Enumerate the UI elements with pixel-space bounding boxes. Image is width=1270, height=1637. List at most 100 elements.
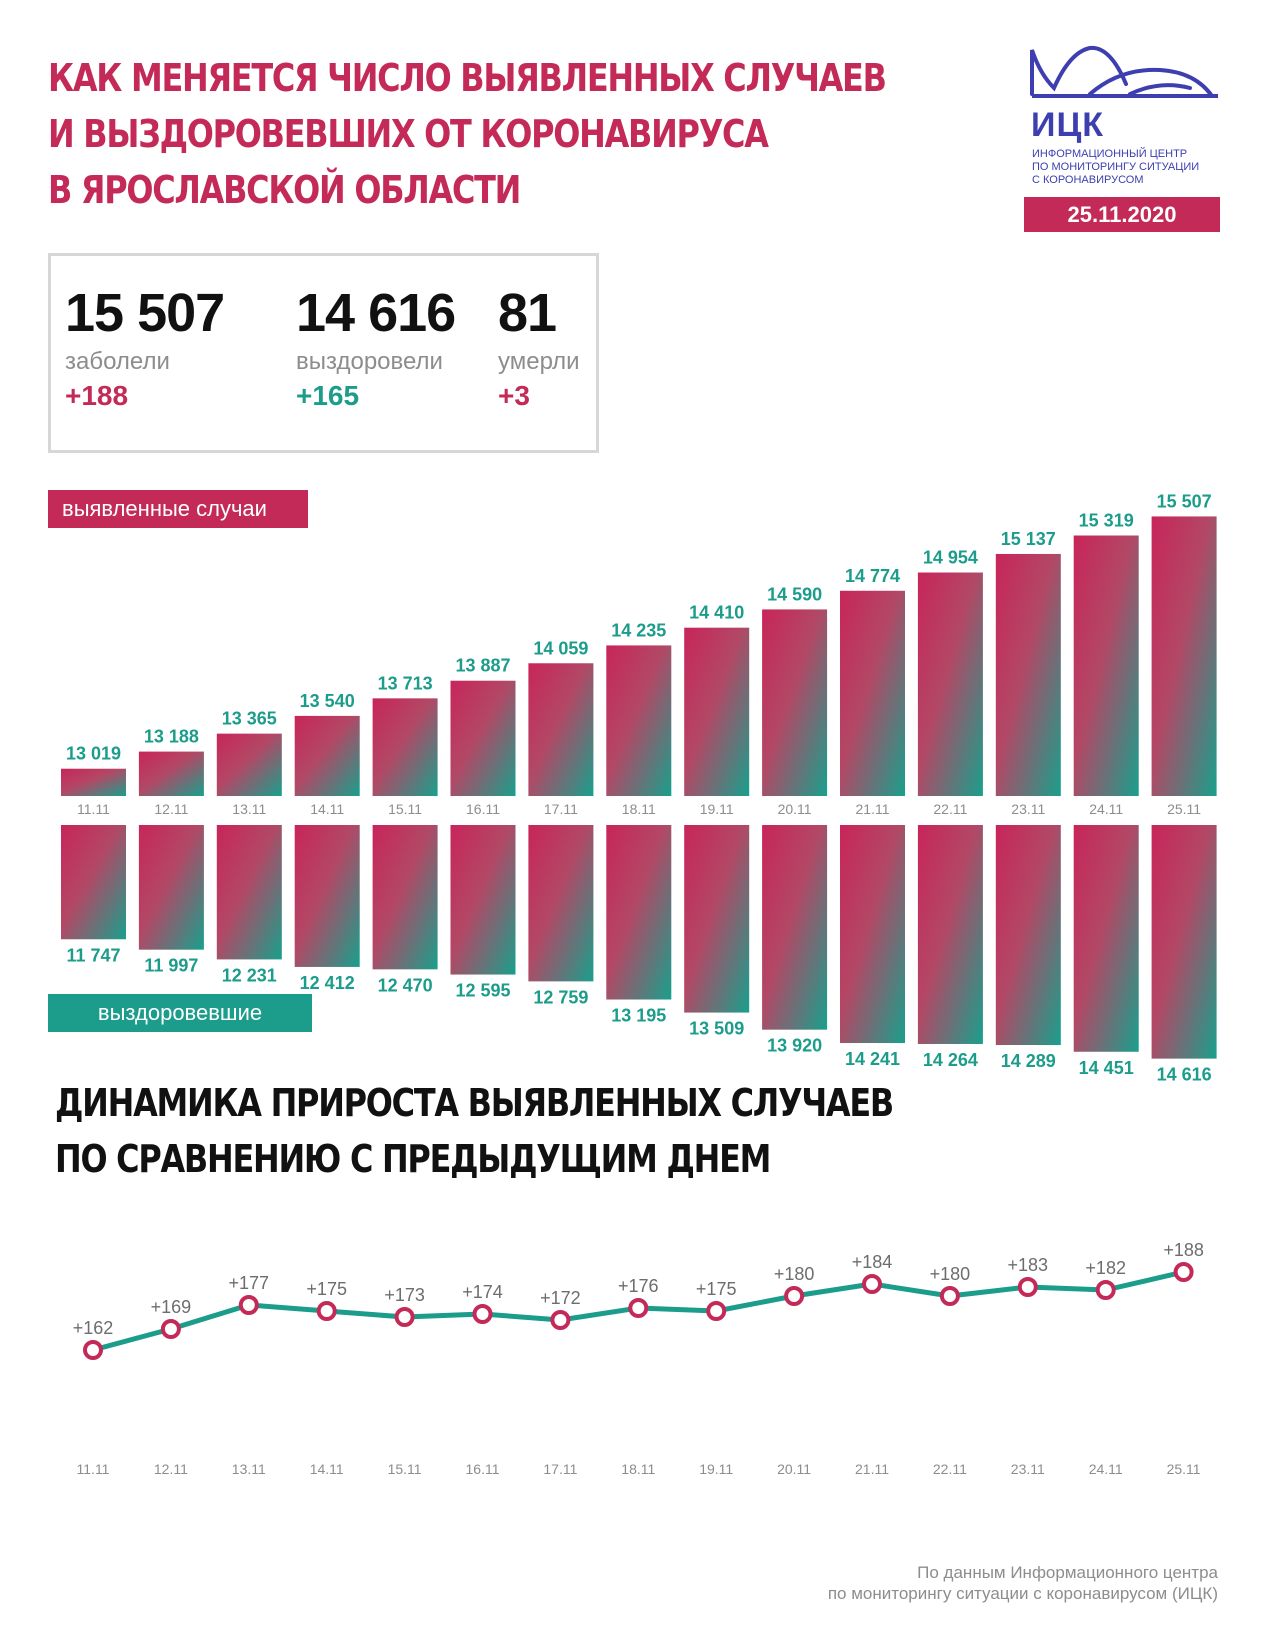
mountain-arc-logo-icon: [1030, 45, 1218, 98]
bar-date-tick: 23.11: [1011, 801, 1045, 817]
section2-title-line-2: ПО СРАВНЕНИЮ С ПРЕДЫДУЩИМ ДНЕМ: [55, 1137, 771, 1181]
recovered-bar-label: 12 595: [455, 981, 510, 1001]
increase-point: [1095, 1280, 1116, 1300]
line-date-tick: 12.11: [154, 1461, 188, 1477]
increase-label: +180: [930, 1264, 971, 1284]
cases-bar-label: 14 774: [845, 566, 900, 586]
line-date-tick: 19.11: [699, 1461, 733, 1477]
cases-bar-label: 13 365: [222, 709, 277, 729]
stat-infected: 15 507 заболели +188: [65, 282, 225, 412]
cases-bar: [1151, 516, 1217, 796]
stat-recovered-value: 14 616: [296, 283, 456, 343]
increase-label: +183: [1008, 1255, 1049, 1275]
bar-date-tick: 13.11: [232, 801, 266, 817]
recovered-bar-label: 12 759: [533, 987, 588, 1007]
line-date-tick: 24.11: [1089, 1461, 1123, 1477]
bar-date-tick: 15.11: [388, 801, 422, 817]
recovered-bar: [450, 825, 516, 975]
line-date-tick: 18.11: [621, 1461, 655, 1477]
cases-bar-label: 15 507: [1157, 491, 1212, 511]
recovered-bar-label: 11 747: [66, 945, 120, 965]
increase-label: +173: [384, 1285, 425, 1305]
line-date-tick: 22.11: [933, 1461, 967, 1477]
bar-date-tick: 20.11: [778, 801, 812, 817]
recovered-bar: [61, 825, 126, 940]
line-date-tick: 14.11: [310, 1461, 344, 1477]
logo-subtitle: ИНФОРМАЦИОННЫЙ ЦЕНТР ПО МОНИТОРИНГУ СИТУ…: [1032, 148, 1199, 187]
cases-bar-label: 13 019: [66, 744, 121, 764]
title-line-1: КАК МЕНЯЕТСЯ ЧИСЛО ВЫЯВЛЕННЫХ СЛУЧАЕВ: [48, 56, 887, 100]
increase-label: +176: [618, 1276, 659, 1296]
stat-died-delta: +3: [498, 380, 530, 411]
stat-infected-value: 15 507: [65, 283, 225, 343]
recovered-bar-label: 12 470: [378, 975, 433, 995]
line-date-tick: 13.11: [232, 1461, 266, 1477]
recovered-bar: [528, 825, 594, 982]
stat-recovered-label: выздоровели: [296, 348, 443, 375]
cases-bar-label: 13 887: [455, 656, 510, 676]
logo-subtitle-line-3: С КОРОНАВИРУСОМ: [1032, 174, 1144, 186]
increase-point: [238, 1295, 259, 1315]
section2-title: ДИНАМИКА ПРИРОСТА ВЫЯВЛЕННЫХ СЛУЧАЕВ ПО …: [55, 1075, 894, 1187]
recovered-bar-label: 14 616: [1157, 1065, 1212, 1085]
stat-died: 81 умерли +3: [498, 282, 580, 412]
increase-point: [628, 1298, 649, 1318]
cases-bar-label: 14 410: [689, 603, 744, 623]
recovered-bar-label: 14 264: [923, 1050, 978, 1070]
cases-bar: [450, 680, 516, 796]
bar-date-tick: 17.11: [544, 801, 578, 817]
line-date-tick: 25.11: [1167, 1461, 1201, 1477]
increase-point: [706, 1301, 727, 1321]
increase-label: +188: [1163, 1240, 1204, 1260]
increase-label: +180: [774, 1264, 815, 1284]
increase-point: [1173, 1262, 1194, 1282]
line-date-tick: 21.11: [855, 1461, 889, 1477]
title-line-2: И ВЫЗДОРОВЕВШИХ ОТ КОРОНАВИРУСА: [48, 112, 769, 156]
logo-subtitle-line-2: ПО МОНИТОРИНГУ СИТУАЦИИ: [1032, 161, 1200, 173]
cases-bar-label: 13 713: [378, 673, 433, 693]
increase-point: [472, 1304, 493, 1324]
legend-cases-tag: выявленные случаи: [48, 490, 308, 528]
recovered-bar: [294, 825, 360, 967]
recovered-bar: [1073, 825, 1139, 1052]
bar-date-tick: 21.11: [856, 801, 890, 817]
footer-line-1: По данным Информационного центра: [917, 1563, 1218, 1582]
increase-point: [862, 1274, 882, 1294]
summary-box: 15 507 заболели +188 14 616 выздоровели …: [48, 253, 599, 453]
recovered-bar: [138, 825, 204, 950]
stat-infected-delta: +188: [65, 380, 129, 411]
stat-infected-label: заболели: [65, 348, 170, 375]
recovered-bar-label: 14 289: [1001, 1051, 1056, 1071]
cases-bar: [372, 698, 438, 796]
increase-point: [394, 1307, 415, 1327]
page-title: КАК МЕНЯЕТСЯ ЧИСЛО ВЫЯВЛЕННЫХ СЛУЧАЕВ И …: [48, 50, 887, 218]
recovered-bar: [762, 825, 828, 1030]
recovered-bar: [840, 825, 905, 1044]
increase-point: [550, 1310, 571, 1330]
cases-bar: [294, 715, 360, 796]
title-line-3: В ЯРОСЛАВСКОЙ ОБЛАСТИ: [48, 168, 521, 212]
increase-label: +182: [1085, 1258, 1126, 1278]
bar-date-tick: 11.11: [77, 801, 110, 817]
line-date-tick: 20.11: [777, 1461, 811, 1477]
bar-date-tick: 18.11: [622, 801, 656, 817]
increase-label: +175: [306, 1279, 347, 1299]
bar-date-tick: 24.11: [1089, 801, 1123, 817]
bar-date-tick: 16.11: [466, 801, 500, 817]
stat-recovered-delta: +165: [296, 380, 360, 411]
cases-bar: [61, 768, 126, 796]
increase-label: +172: [540, 1288, 581, 1308]
date-badge: 25.11.2020: [1024, 197, 1220, 232]
increase-point: [1017, 1277, 1038, 1297]
recovered-bar: [917, 825, 983, 1044]
line-date-tick: 11.11: [77, 1461, 110, 1477]
increase-label: +175: [696, 1279, 737, 1299]
logo-subtitle-line-1: ИНФОРМАЦИОННЫЙ ЦЕНТР: [1032, 148, 1188, 160]
stat-died-value: 81: [498, 283, 557, 343]
stat-recovered: 14 616 выздоровели +165: [296, 282, 456, 412]
line-date-tick: 15.11: [388, 1461, 422, 1477]
recovered-bar-label: 13 920: [767, 1036, 822, 1056]
line-date-tick: 23.11: [1011, 1461, 1045, 1477]
recovered-bar-label: 14 241: [845, 1049, 900, 1069]
